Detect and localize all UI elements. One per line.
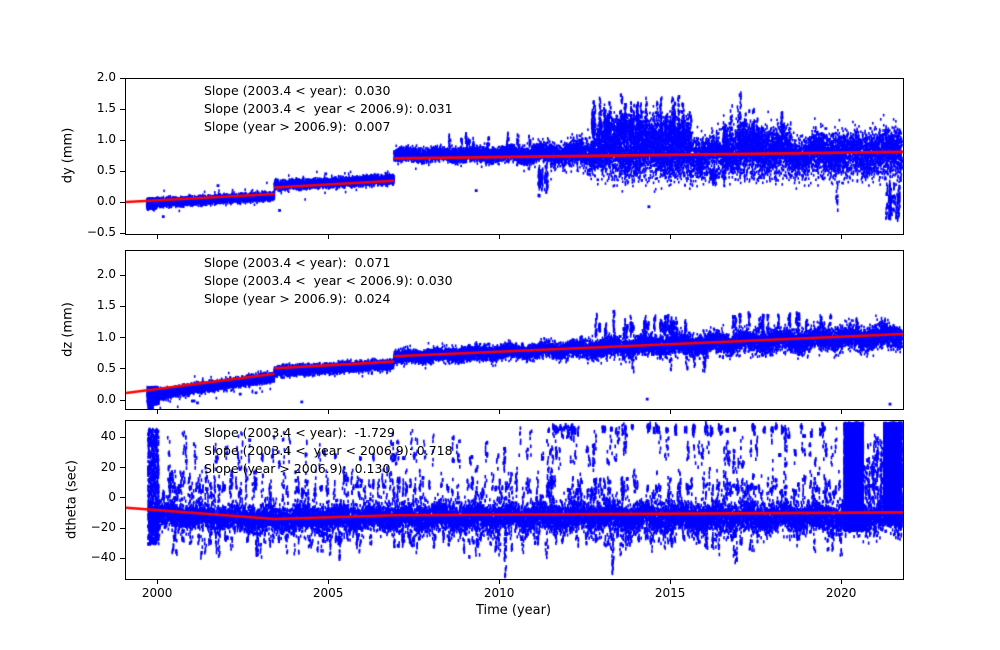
y-tick-mark — [120, 399, 125, 401]
annotation-line: Slope (year > 2006.9): 0.130 — [204, 461, 391, 476]
annotation-line: Slope (year > 2006.9): 0.024 — [204, 291, 391, 306]
annotation-line: Slope (2003.4 < year < 2006.9): 0.031 — [204, 101, 453, 116]
x-tick-mark — [498, 409, 500, 414]
x-tick-mark — [327, 579, 329, 584]
x-tick-mark — [156, 579, 158, 584]
y-tick-mark — [120, 77, 125, 79]
y-tick-mark — [120, 305, 125, 307]
dz-slope-annotations: Slope (2003.4 < year): 0.071 Slope (2003… — [204, 254, 453, 308]
dtheta-plot-canvas — [126, 421, 903, 579]
x-tick-mark — [669, 234, 671, 239]
y-tick-mark — [120, 557, 125, 559]
y-tick-mark — [120, 527, 125, 529]
y-tick-label: −40 — [90, 550, 116, 565]
x-tick-mark — [327, 234, 329, 239]
x-tick-mark — [840, 234, 842, 239]
y-tick-label: 1.0 — [96, 329, 116, 344]
x-tick-mark — [156, 234, 158, 239]
y-tick-mark — [120, 201, 125, 203]
x-tick-mark — [498, 234, 500, 239]
annotation-line: Slope (2003.4 < year): 0.071 — [204, 255, 391, 270]
y-tick-label: 0.5 — [96, 163, 116, 177]
x-tick-label: 2015 — [654, 586, 686, 600]
y-tick-label: 0.0 — [96, 194, 116, 208]
subplot-dtheta: Slope (2003.4 < year): -1.729 Slope (200… — [125, 420, 904, 580]
y-tick-mark — [120, 436, 125, 438]
y-tick-label: −0.5 — [86, 225, 116, 239]
y-tick-mark — [120, 467, 125, 469]
annotation-line: Slope (2003.4 < year < 2006.9): 0.030 — [204, 273, 453, 288]
annotation-line: Slope (2003.4 < year < 2006.9): 0.718 — [204, 443, 453, 458]
x-tick-label: 2020 — [825, 586, 857, 600]
y-tick-mark — [120, 139, 125, 141]
x-tick-label: 2010 — [483, 586, 515, 600]
y-tick-mark — [120, 368, 125, 370]
y-tick-mark — [120, 337, 125, 339]
y-tick-mark — [120, 232, 125, 234]
subplot-dz: Slope (2003.4 < year): 0.071 Slope (2003… — [125, 250, 904, 410]
subplot-dy: Slope (2003.4 < year): 0.030 Slope (2003… — [125, 78, 904, 235]
y-tick-label: 0 — [108, 489, 116, 504]
y-tick-label: 2.0 — [96, 267, 116, 281]
y-tick-label: 20 — [100, 459, 116, 474]
y-tick-mark — [120, 274, 125, 276]
x-tick-mark — [669, 409, 671, 414]
x-tick-label: 2005 — [312, 586, 344, 600]
y-tick-label: 1.5 — [96, 101, 116, 115]
y-tick-label: 1.0 — [96, 132, 116, 146]
x-tick-mark — [327, 409, 329, 414]
x-tick-mark — [840, 409, 842, 414]
y-tick-label: 2.0 — [96, 70, 116, 84]
y-tick-label: 0.5 — [96, 360, 116, 375]
y-tick-label: −20 — [90, 520, 116, 535]
dtheta-slope-annotations: Slope (2003.4 < year): -1.729 Slope (200… — [204, 424, 453, 478]
x-tick-mark — [669, 579, 671, 584]
y-tick-label: 1.5 — [96, 298, 116, 313]
y-tick-mark — [120, 170, 125, 172]
y-tick-mark — [120, 497, 125, 499]
dz-plot-canvas — [126, 251, 903, 409]
x-tick-mark — [840, 579, 842, 584]
dy-slope-annotations: Slope (2003.4 < year): 0.030 Slope (2003… — [204, 82, 453, 136]
x-tick-label: 2000 — [141, 586, 173, 600]
x-tick-mark — [156, 409, 158, 414]
x-tick-mark — [498, 579, 500, 584]
annotation-line: Slope (2003.4 < year): -1.729 — [204, 425, 395, 440]
annotation-line: Slope (year > 2006.9): 0.007 — [204, 119, 391, 134]
dy-plot-canvas — [126, 79, 903, 234]
y-tick-label: 40 — [100, 429, 116, 444]
y-tick-mark — [120, 108, 125, 110]
annotation-line: Slope (2003.4 < year): 0.030 — [204, 83, 391, 98]
y-tick-label: 0.0 — [96, 392, 116, 406]
x-axis-label: Time (year) — [475, 603, 552, 618]
